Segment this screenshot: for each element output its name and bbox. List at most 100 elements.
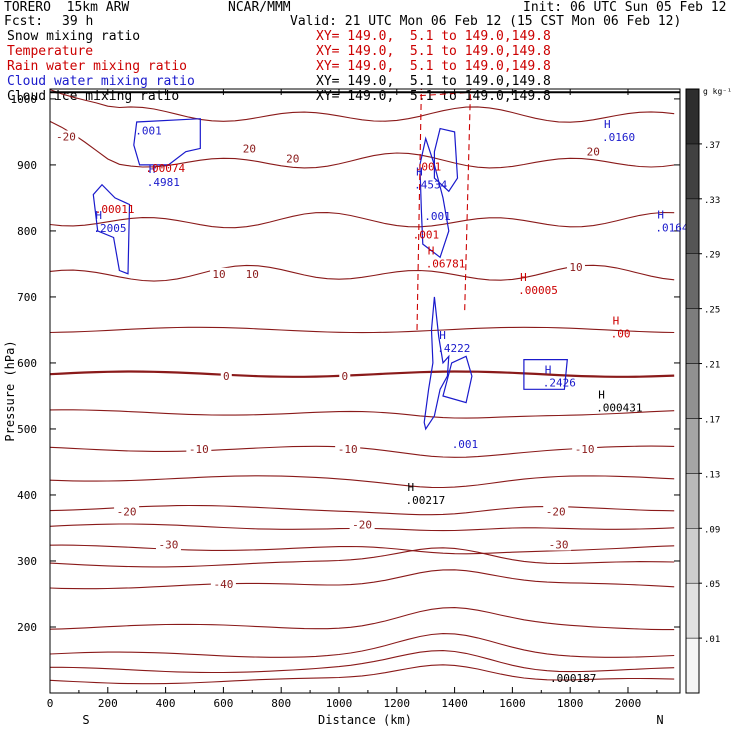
extremum-high-marker: H	[149, 163, 156, 176]
extremum-value-label: .00	[611, 328, 631, 341]
temperature-label-bg	[543, 505, 569, 518]
legend-temperature-xy: XY= 149.0, 5.1 to 149.0,149.8	[316, 44, 551, 59]
temperature-label: -40	[213, 578, 233, 591]
cloud-water-contour	[442, 355, 473, 404]
cloud-water-contour	[433, 127, 459, 193]
extremum-value-label: .001	[452, 438, 479, 451]
temperature-label: 0	[223, 370, 230, 383]
legend-rain: Rain water mixing ratio	[7, 59, 188, 74]
extremum-high-marker: H	[520, 271, 527, 284]
colorbar-segment	[685, 308, 700, 364]
temperature-label-bg	[335, 442, 361, 455]
y-tick-label: 200	[17, 621, 37, 634]
colorbar-tick-label: .13	[704, 470, 720, 480]
x-tick-label: 200	[98, 697, 118, 710]
extremum-value-label: .000431	[596, 402, 642, 415]
y-tick-label: 400	[17, 489, 37, 502]
isotherm-line	[49, 547, 675, 568]
x-tick-label: 800	[271, 697, 291, 710]
temperature-label: -10	[575, 443, 595, 456]
colorbar-segment	[685, 637, 700, 694]
y-tick-label: 900	[17, 159, 37, 172]
extremum-value-label: .00074	[145, 162, 185, 175]
extremum-high-marker: H	[95, 209, 102, 222]
temperature-label: 20	[243, 142, 256, 155]
extremum-value-label: .2426	[543, 376, 576, 389]
extremum-value-label: .06781	[426, 258, 466, 271]
temperature-label-bg	[283, 152, 302, 165]
legend-snow: Snow mixing ratio	[7, 29, 141, 44]
legend-temperature: Temperature	[7, 44, 94, 59]
cloud-water-contour	[133, 118, 201, 166]
colorbar-tick-label: .21	[704, 361, 720, 371]
extremum-value-label: .00011	[95, 203, 135, 216]
isotherm-line	[49, 211, 675, 229]
colorbar-segment	[685, 582, 700, 639]
forecast-label: Fcst:	[4, 14, 44, 29]
temperature-label: -30	[159, 538, 179, 551]
isotherm-line	[49, 445, 675, 458]
temperature-label: 10	[212, 268, 225, 281]
temperature-label: 20	[286, 152, 299, 165]
extremum-high-marker: H	[604, 118, 611, 131]
isotherm-line	[49, 569, 675, 590]
colorbar-segment	[685, 88, 700, 145]
temperature-label-bg	[584, 145, 603, 158]
temperature-label: -20	[546, 505, 566, 518]
colorbar-segment	[685, 363, 700, 419]
temperature-label-bg	[339, 370, 351, 383]
y-tick-label: 1000	[11, 93, 38, 106]
rain-boundary-right	[464, 88, 472, 311]
colorbar-segment	[685, 198, 700, 254]
legend-rain-xy: XY= 149.0, 5.1 to 149.0,149.8	[316, 59, 551, 74]
legend-cloud-water-xy: XY= 149.0, 5.1 to 149.0,149.8	[316, 74, 551, 89]
x-tick-label: 1600	[499, 697, 526, 710]
colorbar-frame	[685, 88, 700, 694]
temperature-label: -20	[352, 519, 372, 532]
isotherm-line	[49, 607, 675, 631]
y-axis-title: Pressure (hPa)	[3, 340, 17, 441]
temperature-label-bg	[155, 538, 181, 551]
extremum-value-label: .4534	[414, 178, 447, 191]
colorbar-segment	[685, 143, 700, 200]
isotherm-line	[49, 475, 675, 489]
extremum-value-label: .001	[413, 229, 440, 242]
temperature-label-bg	[210, 578, 236, 591]
isotherm-line	[49, 120, 675, 169]
x-tick-label: 0	[47, 697, 54, 710]
direction-south: S	[82, 713, 89, 727]
colorbar-tick-label: .09	[704, 525, 720, 535]
colorbar-tick-label: .29	[704, 251, 720, 261]
y-tick-label: 600	[17, 357, 37, 370]
extremum-high-marker: H	[545, 363, 552, 376]
extremum-high-marker: H	[613, 315, 620, 328]
colorbar-tick-label: .37	[704, 141, 720, 151]
forecast-hour: 39 h	[62, 14, 94, 29]
temperature-label: 10	[246, 268, 259, 281]
temperature-label-bg	[220, 370, 232, 383]
legend-cloud-water: Cloud water mixing ratio	[7, 74, 195, 89]
temperature-label-bg	[546, 538, 572, 551]
temperature-label-bg	[243, 267, 262, 280]
x-tick-label: 2000	[615, 697, 642, 710]
extremum-high-marker: H	[416, 165, 423, 178]
cloud-water-contour	[523, 359, 568, 390]
extremum-high-marker: H	[598, 389, 605, 402]
isotherm-line	[49, 89, 675, 123]
colorbar-segment	[685, 473, 700, 529]
extremum-value-label: .00005	[518, 284, 558, 297]
y-tick-label: 800	[17, 225, 37, 238]
temperature-label-bg	[53, 130, 79, 143]
temperature-label: -10	[189, 443, 209, 456]
x-tick-label: 600	[213, 697, 233, 710]
valid-time: Valid: 21 UTC Mon 06 Feb 12 (15 CST Mon …	[290, 14, 682, 29]
isotherm-line	[49, 664, 675, 685]
center-name: NCAR/MMM	[228, 0, 291, 15]
cloud-water-contour	[423, 296, 450, 431]
legend-snow-xy: XY= 149.0, 5.1 to 149.0,149.8	[316, 29, 551, 44]
direction-north: N	[656, 713, 663, 727]
isotherm-line	[49, 409, 675, 419]
x-tick-label: 1400	[441, 697, 468, 710]
temperature-label-bg	[349, 518, 375, 531]
